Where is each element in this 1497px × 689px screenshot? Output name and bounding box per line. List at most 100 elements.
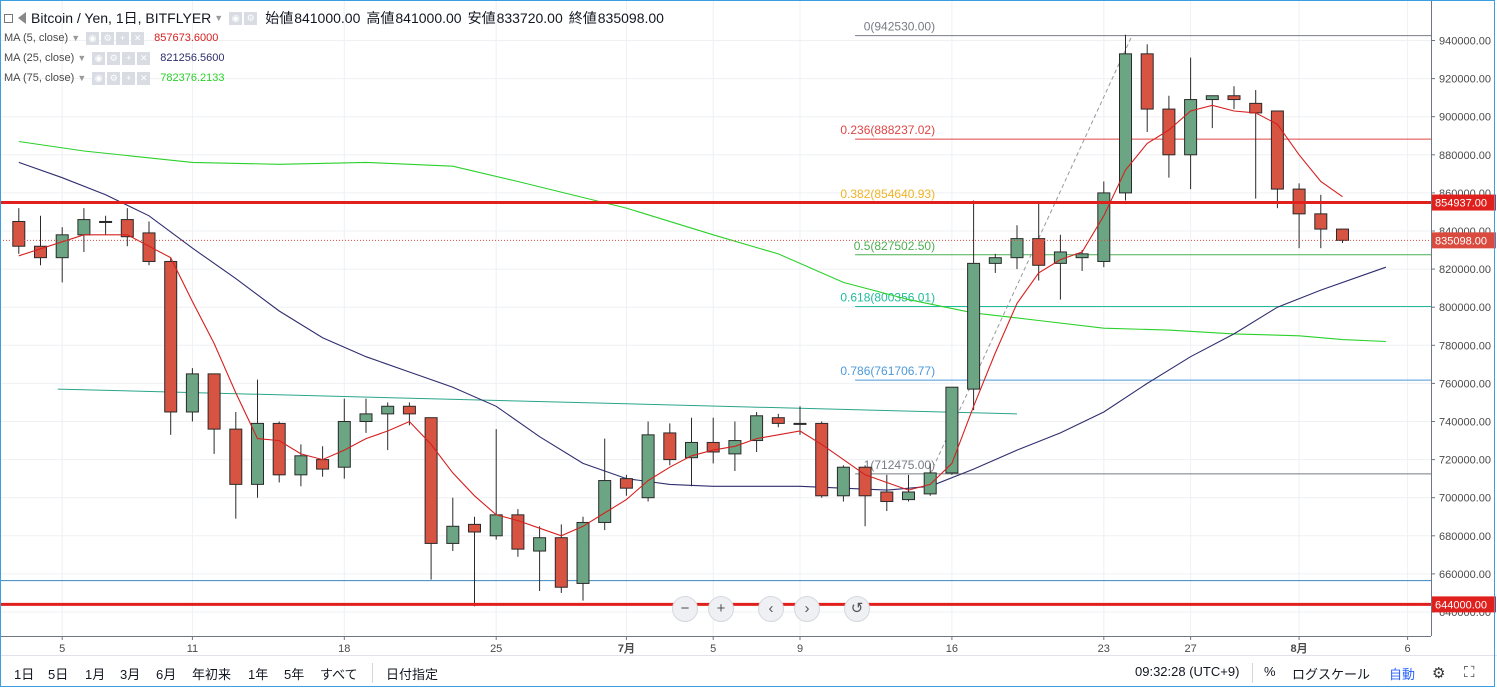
last-price-label-box bbox=[1432, 232, 1496, 249]
candle-body bbox=[142, 232, 156, 262]
time-tick-label: 6 bbox=[1405, 643, 1411, 655]
range-1y-button[interactable]: 1年 bbox=[248, 667, 269, 682]
candle-body bbox=[988, 257, 1002, 264]
gear-icon[interactable]: ⚙ bbox=[244, 11, 258, 25]
candle-body bbox=[880, 491, 894, 503]
candle-body bbox=[468, 523, 481, 533]
price-chart[interactable]: 640000.00660000.00680000.00700000.007200… bbox=[0, 0, 1497, 655]
close-icon[interactable]: ✕ bbox=[131, 31, 145, 45]
goto-date-button[interactable]: 日付指定 bbox=[386, 667, 439, 682]
collapse-checkbox[interactable] bbox=[4, 13, 13, 23]
price-label: 854937.00 bbox=[1435, 198, 1487, 210]
candle-body bbox=[185, 373, 199, 413]
eye-icon[interactable]: ◉ bbox=[86, 31, 100, 45]
time-tick-label: 5 bbox=[59, 643, 65, 655]
fib-level-label: 1(712475.00) bbox=[864, 458, 935, 472]
candle-body bbox=[793, 422, 807, 425]
indicator-ma5[interactable]: MA (5, close) ▼ ◉ ⚙ + ✕ 857673.6000 bbox=[4, 28, 664, 48]
candle-body bbox=[381, 405, 395, 415]
price-tick-label: 720000.00 bbox=[1439, 455, 1491, 467]
divider bbox=[1252, 663, 1253, 683]
range-5d-button[interactable]: 5日 bbox=[48, 667, 69, 682]
range-3m-button[interactable]: 3月 bbox=[120, 667, 141, 682]
low-label: 安値 bbox=[467, 10, 496, 26]
log-scale-toggle[interactable]: ログスケール bbox=[1292, 667, 1371, 682]
plus-icon[interactable]: + bbox=[116, 31, 130, 45]
range-1m-button[interactable]: 1月 bbox=[85, 667, 106, 682]
candle-body bbox=[207, 373, 221, 430]
zoom-in-button[interactable]: + bbox=[708, 596, 734, 622]
gear-icon[interactable]: ⚙ bbox=[107, 71, 121, 85]
fib-level-label: 0.382(854640.93) bbox=[840, 187, 935, 201]
candle-body bbox=[1032, 238, 1046, 266]
clock-readout[interactable]: 09:32:28 (UTC+9) bbox=[1135, 664, 1240, 679]
ma75-line bbox=[18, 140, 1386, 343]
range-5y-button[interactable]: 5年 bbox=[284, 667, 305, 682]
ma25-line bbox=[18, 161, 1387, 491]
price-tick-label: 880000.00 bbox=[1439, 150, 1491, 162]
candle-body bbox=[1270, 110, 1284, 190]
candle-body bbox=[359, 413, 373, 423]
chevron-down-icon[interactable]: ▼ bbox=[71, 33, 81, 43]
eye-icon[interactable]: ◉ bbox=[229, 11, 243, 25]
indicator-ma75[interactable]: MA (75, close) ▼ ◉ ⚙ + ✕ 782376.2133 bbox=[4, 68, 664, 88]
fullscreen-icon[interactable]: ⛶ bbox=[1464, 664, 1475, 681]
candle-body bbox=[294, 455, 308, 476]
candle-body bbox=[554, 537, 568, 588]
eye-icon[interactable]: ◉ bbox=[92, 51, 106, 65]
price-tick-label: 900000.00 bbox=[1439, 112, 1491, 124]
time-tick-label: 11 bbox=[187, 643, 198, 655]
price-tick-label: 760000.00 bbox=[1439, 378, 1491, 390]
close-label: 終値 bbox=[568, 10, 597, 26]
close-icon[interactable]: ✕ bbox=[137, 71, 151, 85]
price-tick-label: 740000.00 bbox=[1439, 417, 1491, 429]
low-value: 833720.00 bbox=[496, 10, 563, 26]
eye-icon[interactable]: ◉ bbox=[92, 71, 106, 85]
range-ytd-button[interactable]: 年初来 bbox=[192, 667, 232, 682]
time-tick-label: 9 bbox=[797, 643, 803, 655]
plus-icon[interactable]: + bbox=[122, 71, 136, 85]
time-tick-label: 7月 bbox=[618, 642, 635, 655]
auto-scale-toggle[interactable]: 自動 bbox=[1389, 667, 1416, 682]
scroll-left-button[interactable]: ‹ bbox=[758, 596, 784, 622]
fib-level-label: 0.786(761706.77) bbox=[840, 364, 935, 378]
candle-body bbox=[858, 466, 872, 497]
chevron-down-icon[interactable]: ▼ bbox=[214, 13, 224, 23]
time-tick-label: 5 bbox=[710, 643, 716, 655]
symbol-row: Bitcoin / Yen, 1日, BITFLYER ▼ ◉ ⚙ 始値 84100… bbox=[4, 8, 664, 28]
candle-body bbox=[945, 386, 959, 474]
time-tick-label: 16 bbox=[946, 643, 958, 655]
plus-icon[interactable]: + bbox=[122, 51, 136, 65]
gear-icon[interactable]: ⚙ bbox=[1432, 665, 1446, 682]
indicator-name: MA (25, close) bbox=[4, 52, 75, 64]
candle-body bbox=[663, 432, 677, 461]
range-6m-button[interactable]: 6月 bbox=[156, 667, 177, 682]
indicator-ma25[interactable]: MA (25, close) ▼ ◉ ⚙ + ✕ 821256.5600 bbox=[4, 48, 664, 68]
price-tick-label: 920000.00 bbox=[1439, 74, 1491, 86]
gear-icon[interactable]: ⚙ bbox=[101, 31, 115, 45]
candle-body bbox=[1075, 253, 1089, 259]
symbol-title[interactable]: Bitcoin / Yen, 1日, BITFLYER bbox=[31, 10, 212, 26]
candle-body bbox=[1010, 238, 1024, 259]
indicator-name: MA (5, close) bbox=[4, 32, 69, 44]
range-1d-button[interactable]: 1日 bbox=[14, 667, 35, 682]
close-icon[interactable]: ✕ bbox=[137, 51, 151, 65]
chart-legend: Bitcoin / Yen, 1日, BITFLYER ▼ ◉ ⚙ 始値 84100… bbox=[4, 8, 664, 88]
candle-body bbox=[511, 514, 525, 550]
reset-button[interactable]: ↺ bbox=[844, 596, 870, 622]
percent-toggle[interactable]: % bbox=[1264, 664, 1276, 679]
indicator-name: MA (75, close) bbox=[4, 72, 75, 84]
candle-body bbox=[750, 415, 764, 442]
time-tick-label: 27 bbox=[1184, 643, 1196, 655]
ma5-line bbox=[18, 104, 1343, 537]
zoom-out-button[interactable]: − bbox=[672, 596, 698, 622]
chevron-down-icon[interactable]: ▼ bbox=[77, 53, 87, 63]
candle-body bbox=[120, 219, 134, 238]
chevron-down-icon[interactable]: ▼ bbox=[77, 73, 87, 83]
candle-body bbox=[1205, 95, 1219, 101]
scroll-right-button[interactable]: › bbox=[794, 596, 820, 622]
open-label: 始値 bbox=[265, 10, 294, 26]
range-all-button[interactable]: すべて bbox=[320, 667, 358, 682]
gear-icon[interactable]: ⚙ bbox=[107, 51, 121, 65]
